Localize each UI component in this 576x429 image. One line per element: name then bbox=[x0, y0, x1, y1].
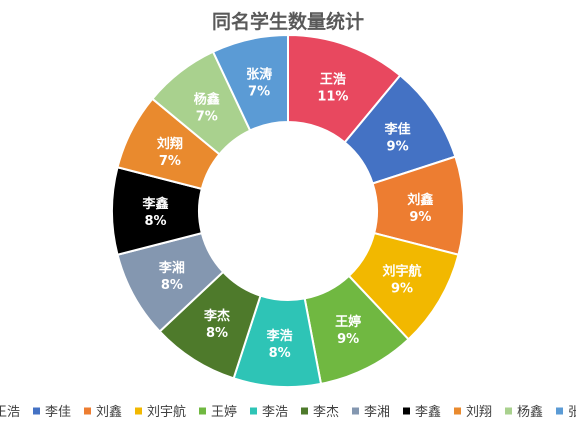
legend-item-李佳: 李佳 bbox=[33, 405, 71, 420]
slice-percent-label: 8% bbox=[161, 278, 183, 293]
legend-swatch bbox=[250, 407, 257, 415]
legend-swatch bbox=[84, 407, 91, 415]
slice-name-label: 刘鑫 bbox=[407, 192, 433, 208]
slice-name-label: 李佳 bbox=[384, 122, 411, 138]
legend-label: 李湘 bbox=[364, 405, 390, 420]
legend-swatch bbox=[403, 407, 410, 415]
legend-swatch bbox=[135, 407, 142, 415]
legend-item-李浩: 李浩 bbox=[250, 405, 288, 420]
legend-label: 李鑫 bbox=[415, 404, 441, 420]
slice-name-label: 张涛 bbox=[246, 67, 272, 83]
legend-swatch bbox=[199, 407, 206, 415]
slice-name-label: 李鑫 bbox=[141, 196, 168, 212]
legend-item-刘鑫: 刘鑫 bbox=[84, 404, 122, 420]
legend-label: 王婷 bbox=[211, 404, 237, 420]
legend-label: 刘鑫 bbox=[96, 404, 122, 420]
slice-percent-label: 7% bbox=[248, 85, 270, 100]
legend-item-王婷: 王婷 bbox=[199, 404, 237, 420]
legend-label: 李佳 bbox=[45, 405, 71, 420]
slice-percent-label: 9% bbox=[391, 281, 413, 296]
legend-swatch bbox=[33, 407, 40, 415]
legend-label: 李杰 bbox=[313, 405, 339, 420]
legend-swatch bbox=[556, 407, 563, 415]
slice-percent-label: 8% bbox=[269, 346, 291, 361]
legend-item-刘宇航: 刘宇航 bbox=[135, 404, 186, 420]
slice-张涛 bbox=[211, 33, 289, 132]
slice-percent-label: 9% bbox=[409, 210, 431, 225]
legend-item-张涛: 张涛 bbox=[556, 404, 576, 420]
slice-percent-label: 9% bbox=[387, 140, 409, 155]
slice-name-label: 王浩 bbox=[320, 71, 346, 87]
legend: 王浩 李佳 刘鑫 刘宇航 王婷 李浩 李杰 李湘 李鑫 刘翔 杨鑫 张涛 bbox=[0, 404, 576, 420]
legend-item-李湘: 李湘 bbox=[352, 405, 390, 420]
legend-swatch bbox=[301, 407, 308, 415]
chart-title: 同名学生数量统计 bbox=[212, 10, 364, 33]
slices-group bbox=[111, 33, 465, 388]
slice-name-label: 李杰 bbox=[203, 308, 230, 324]
legend-item-李鑫: 李鑫 bbox=[403, 404, 441, 420]
legend-label: 刘宇航 bbox=[147, 404, 186, 420]
legend-item-刘翔: 刘翔 bbox=[454, 405, 492, 420]
legend-swatch bbox=[505, 407, 512, 415]
slice-percent-label: 8% bbox=[144, 214, 166, 229]
slice-name-label: 王婷 bbox=[335, 314, 361, 330]
slice-percent-label: 9% bbox=[337, 332, 359, 347]
legend-swatch bbox=[454, 407, 461, 415]
legend-item-杨鑫: 杨鑫 bbox=[505, 404, 543, 420]
slice-name-label: 杨鑫 bbox=[194, 91, 220, 107]
slice-name-label: 刘翔 bbox=[157, 136, 183, 152]
legend-item-李杰: 李杰 bbox=[301, 405, 339, 420]
legend-label: 杨鑫 bbox=[517, 404, 543, 420]
slice-percent-label: 11% bbox=[317, 89, 348, 104]
slice-percent-label: 8% bbox=[206, 326, 228, 341]
legend-label: 李浩 bbox=[262, 405, 288, 420]
legend-label: 刘翔 bbox=[466, 405, 492, 420]
slice-name-label: 刘宇航 bbox=[383, 263, 422, 279]
slice-name-label: 李湘 bbox=[158, 260, 185, 276]
legend-item-王浩: 王浩 bbox=[0, 405, 20, 420]
slice-labels-group: 王浩 11% 李佳 9% 刘鑫 9% 刘宇航 9% 王婷 9% 李浩 8% 李杰 8% 李湘 8% 李鑫 8% 刘翔… bbox=[141, 67, 433, 362]
legend-label: 张涛 bbox=[568, 404, 576, 420]
legend-label: 王浩 bbox=[0, 405, 20, 420]
legend-swatch bbox=[352, 407, 359, 415]
slice-percent-label: 7% bbox=[159, 154, 181, 169]
slice-name-label: 李浩 bbox=[266, 328, 293, 344]
slice-percent-label: 7% bbox=[196, 109, 218, 124]
